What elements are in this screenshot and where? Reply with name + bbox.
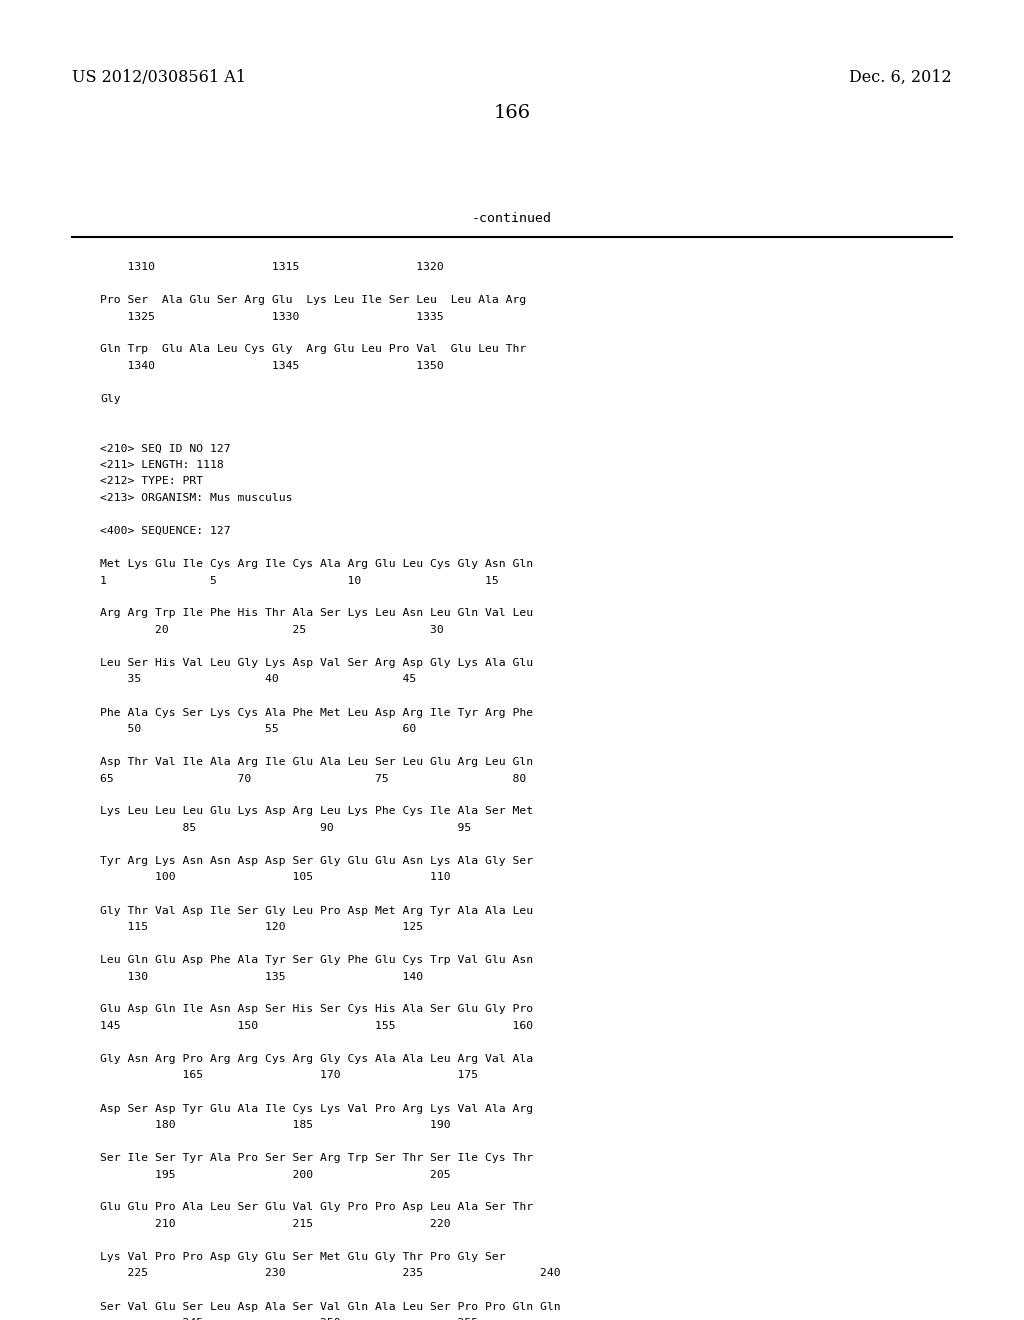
Text: Glu Asp Gln Ile Asn Asp Ser His Ser Cys His Ala Ser Glu Gly Pro: Glu Asp Gln Ile Asn Asp Ser His Ser Cys … (100, 1005, 534, 1015)
Text: Leu Gln Glu Asp Phe Ala Tyr Ser Gly Phe Glu Cys Trp Val Glu Asn: Leu Gln Glu Asp Phe Ala Tyr Ser Gly Phe … (100, 954, 534, 965)
Text: Ser Ile Ser Tyr Ala Pro Ser Ser Arg Trp Ser Thr Ser Ile Cys Thr: Ser Ile Ser Tyr Ala Pro Ser Ser Arg Trp … (100, 1152, 534, 1163)
Text: 20                  25                  30: 20 25 30 (100, 624, 443, 635)
Text: Pro Ser  Ala Glu Ser Arg Glu  Lys Leu Ile Ser Leu  Leu Ala Arg: Pro Ser Ala Glu Ser Arg Glu Lys Leu Ile … (100, 294, 526, 305)
Text: <213> ORGANISM: Mus musculus: <213> ORGANISM: Mus musculus (100, 492, 293, 503)
Text: Dec. 6, 2012: Dec. 6, 2012 (849, 69, 952, 86)
Text: Ser Val Glu Ser Leu Asp Ala Ser Val Gln Ala Leu Ser Pro Pro Gln Gln: Ser Val Glu Ser Leu Asp Ala Ser Val Gln … (100, 1302, 560, 1312)
Text: 165                 170                 175: 165 170 175 (100, 1071, 478, 1081)
Text: 145                 150                 155                 160: 145 150 155 160 (100, 1020, 534, 1031)
Text: 225                 230                 235                 240: 225 230 235 240 (100, 1269, 560, 1279)
Text: Tyr Arg Lys Asn Asn Asp Asp Ser Gly Glu Glu Asn Lys Ala Gly Ser: Tyr Arg Lys Asn Asn Asp Asp Ser Gly Glu … (100, 855, 534, 866)
Text: 195                 200                 205: 195 200 205 (100, 1170, 451, 1180)
Text: <212> TYPE: PRT: <212> TYPE: PRT (100, 477, 203, 487)
Text: 130                 135                 140: 130 135 140 (100, 972, 423, 982)
Text: Met Lys Glu Ile Cys Arg Ile Cys Ala Arg Glu Leu Cys Gly Asn Gln: Met Lys Glu Ile Cys Arg Ile Cys Ala Arg … (100, 558, 534, 569)
Text: US 2012/0308561 A1: US 2012/0308561 A1 (72, 69, 246, 86)
Text: <210> SEQ ID NO 127: <210> SEQ ID NO 127 (100, 444, 230, 454)
Text: Leu Ser His Val Leu Gly Lys Asp Val Ser Arg Asp Gly Lys Ala Glu: Leu Ser His Val Leu Gly Lys Asp Val Ser … (100, 657, 534, 668)
Text: Phe Ala Cys Ser Lys Cys Ala Phe Met Leu Asp Arg Ile Tyr Arg Phe: Phe Ala Cys Ser Lys Cys Ala Phe Met Leu … (100, 708, 534, 718)
Text: Asp Thr Val Ile Ala Arg Ile Glu Ala Leu Ser Leu Glu Arg Leu Gln: Asp Thr Val Ile Ala Arg Ile Glu Ala Leu … (100, 756, 534, 767)
Text: 50                  55                  60: 50 55 60 (100, 723, 416, 734)
Text: Gly: Gly (100, 393, 121, 404)
Text: <400> SEQUENCE: 127: <400> SEQUENCE: 127 (100, 525, 230, 536)
Text: 180                 185                 190: 180 185 190 (100, 1119, 451, 1130)
Text: 115                 120                 125: 115 120 125 (100, 921, 423, 932)
Text: -continued: -continued (472, 213, 552, 224)
Text: Arg Arg Trp Ile Phe His Thr Ala Ser Lys Leu Asn Leu Gln Val Leu: Arg Arg Trp Ile Phe His Thr Ala Ser Lys … (100, 609, 534, 619)
Text: <211> LENGTH: 1118: <211> LENGTH: 1118 (100, 459, 224, 470)
Text: Gly Asn Arg Pro Arg Arg Cys Arg Gly Cys Ala Ala Leu Arg Val Ala: Gly Asn Arg Pro Arg Arg Cys Arg Gly Cys … (100, 1053, 534, 1064)
Text: 210                 215                 220: 210 215 220 (100, 1218, 451, 1229)
Text: Gln Trp  Glu Ala Leu Cys Gly  Arg Glu Leu Pro Val  Glu Leu Thr: Gln Trp Glu Ala Leu Cys Gly Arg Glu Leu … (100, 345, 526, 355)
Text: 1340                 1345                 1350: 1340 1345 1350 (100, 360, 443, 371)
Text: 166: 166 (494, 104, 530, 121)
Text: Lys Leu Leu Leu Glu Lys Asp Arg Leu Lys Phe Cys Ile Ala Ser Met: Lys Leu Leu Leu Glu Lys Asp Arg Leu Lys … (100, 807, 534, 817)
Text: 85                  90                  95: 85 90 95 (100, 822, 471, 833)
Text: Glu Glu Pro Ala Leu Ser Glu Val Gly Pro Pro Asp Leu Ala Ser Thr: Glu Glu Pro Ala Leu Ser Glu Val Gly Pro … (100, 1203, 534, 1213)
Text: 245                 250                 255: 245 250 255 (100, 1317, 478, 1320)
Text: 100                 105                 110: 100 105 110 (100, 873, 451, 883)
Text: 65                  70                  75                  80: 65 70 75 80 (100, 774, 526, 784)
Text: 35                  40                  45: 35 40 45 (100, 675, 416, 685)
Text: Asp Ser Asp Tyr Glu Ala Ile Cys Lys Val Pro Arg Lys Val Ala Arg: Asp Ser Asp Tyr Glu Ala Ile Cys Lys Val … (100, 1104, 534, 1114)
Text: 1325                 1330                 1335: 1325 1330 1335 (100, 312, 443, 322)
Text: 1               5                   10                  15: 1 5 10 15 (100, 576, 499, 586)
Text: Gly Thr Val Asp Ile Ser Gly Leu Pro Asp Met Arg Tyr Ala Ala Leu: Gly Thr Val Asp Ile Ser Gly Leu Pro Asp … (100, 906, 534, 916)
Text: 1310                 1315                 1320: 1310 1315 1320 (100, 261, 443, 272)
Text: Lys Val Pro Pro Asp Gly Glu Ser Met Glu Gly Thr Pro Gly Ser: Lys Val Pro Pro Asp Gly Glu Ser Met Glu … (100, 1251, 506, 1262)
